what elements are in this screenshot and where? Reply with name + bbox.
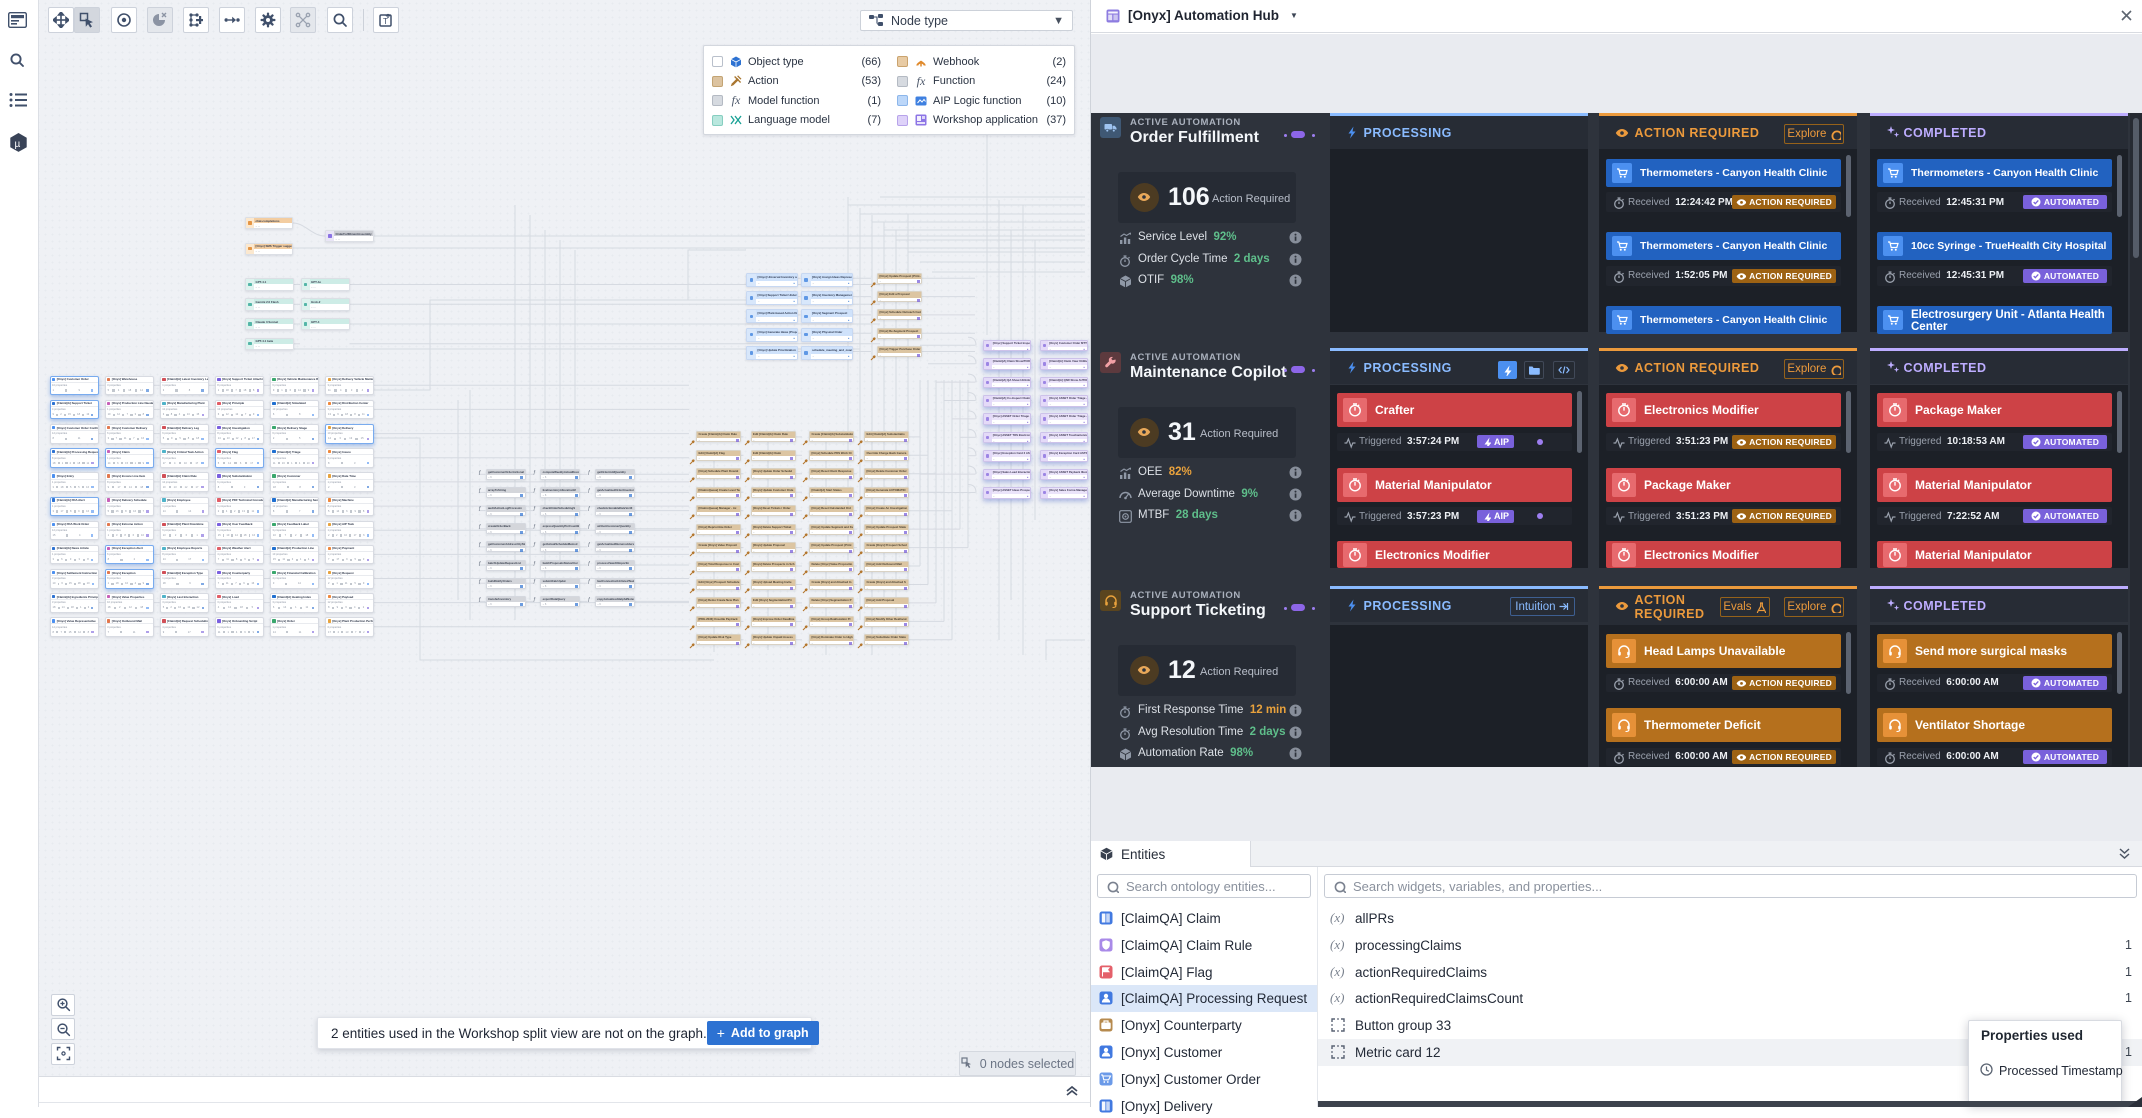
svg-text:T: T xyxy=(383,17,388,26)
svg-text:µ: µ xyxy=(15,139,21,150)
